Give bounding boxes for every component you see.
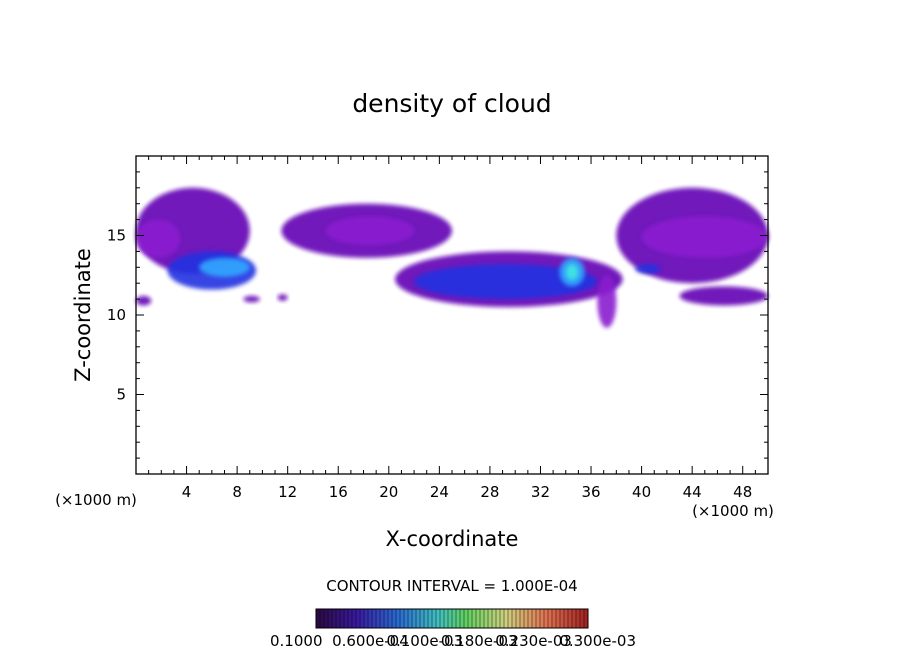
y-axis: 5 10 15 (107, 171, 768, 459)
cloud-region-15 (679, 286, 768, 306)
cloud-region-16 (136, 295, 152, 306)
x-tick-label: 8 (232, 483, 242, 501)
cloud-region-13 (641, 216, 768, 258)
cloud-region-6 (325, 216, 415, 246)
colorbar-labels: 0.1000 0.600e-040.100e-030.180e-030.230e-… (270, 632, 636, 650)
colorbar-label: 0.100e-03 (386, 632, 463, 650)
y-tick-label: 15 (107, 227, 126, 245)
x-axis-unit-label: (×1000 m) (692, 502, 774, 520)
cloud-region-17 (243, 295, 260, 303)
x-axis-label: X-coordinate (386, 527, 519, 551)
cloud-density-field (136, 187, 768, 328)
cloud-region-8 (414, 264, 598, 300)
colorbar-label: 0.1000 (270, 632, 323, 650)
x-tick-label: 16 (329, 483, 348, 501)
y-tick-label: 10 (107, 306, 126, 324)
x-tick-label: 4 (182, 483, 192, 501)
cloud-region-4 (199, 257, 250, 277)
y-tick-label: 5 (116, 386, 126, 404)
cloud-region-14 (635, 264, 661, 274)
x-tick-label: 32 (531, 483, 550, 501)
x-tick-label: 36 (581, 483, 600, 501)
x-axis: 4 8 12 16 20 24 28 32 36 40 44 48 (148, 156, 756, 501)
cloud-region-10 (565, 264, 579, 281)
x-tick-label: 40 (632, 483, 651, 501)
x-tick-label: 24 (430, 483, 449, 501)
x-tick-label: 44 (683, 483, 702, 501)
y-axis-label: Z-coordinate (71, 248, 95, 382)
x-tick-label: 28 (480, 483, 499, 501)
x-origin-unit-label: (×1000 m) (55, 491, 137, 509)
x-tick-label: 48 (733, 483, 752, 501)
colorbar-stripes (315, 609, 585, 628)
colorbar-label: 0.180e-03 (441, 632, 518, 650)
cloud-region-18 (277, 294, 288, 301)
colorbar-label: 0.600e-04 (332, 632, 409, 650)
colorbar-label: 0.230e-03 (495, 632, 572, 650)
cloud-region-2 (136, 219, 181, 258)
chart-title: density of cloud (352, 89, 551, 118)
x-tick-label: 20 (379, 483, 398, 501)
contour-interval-label: CONTOUR INTERVAL = 1.000E-04 (326, 577, 577, 595)
cloud-region-11 (597, 275, 617, 328)
colorbar-label: 0.300e-03 (559, 632, 636, 650)
x-tick-label: 12 (278, 483, 297, 501)
